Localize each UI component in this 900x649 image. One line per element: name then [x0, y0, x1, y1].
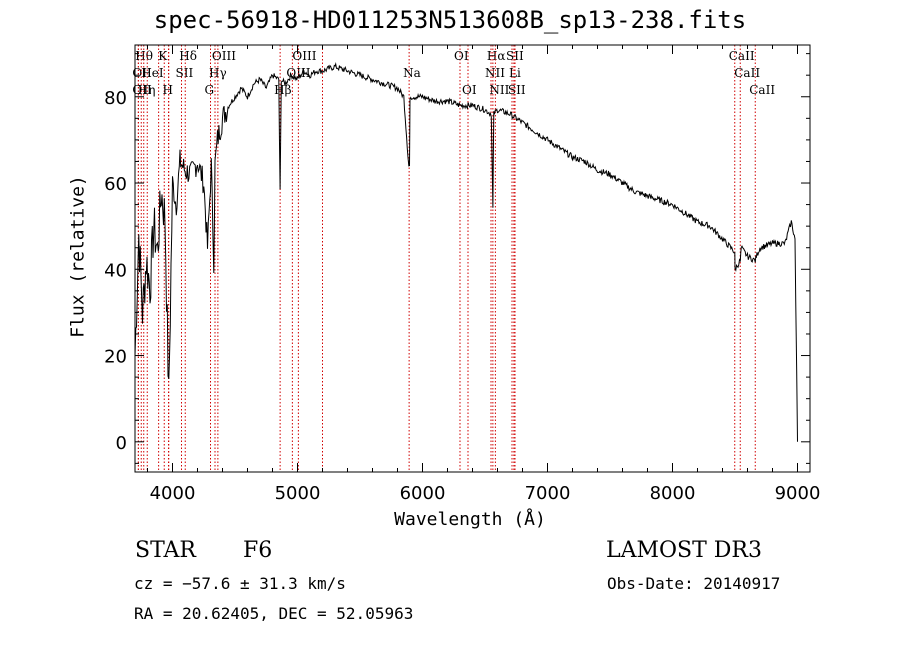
line-marker-label-11: G: [205, 83, 215, 97]
line-marker-label-23: NII: [489, 83, 509, 97]
chart-title: spec-56918-HD011253N513608B_sp13-238.fit…: [153, 6, 747, 34]
line-marker-label-4: HeI: [141, 66, 164, 80]
y-tick-label-40: 40: [104, 260, 127, 281]
observation-date: Obs-Date: 20140917: [607, 574, 781, 593]
spectrum-series-line: [134, 62, 798, 442]
y-tick-label-0: 0: [116, 433, 127, 454]
line-marker-label-20: OI: [462, 83, 477, 97]
line-marker-label-7: H: [163, 83, 173, 97]
x-tick-label-4000: 4000: [150, 483, 196, 504]
line-marker-label-13: OIII: [212, 49, 236, 63]
line-marker-label-29: CaII: [749, 83, 775, 97]
redshift-velocity: cz = −57.6 ± 31.3 km/s: [134, 574, 346, 593]
line-marker-label-9: SII: [176, 66, 194, 80]
line-marker-label-14: Hβ: [274, 83, 291, 97]
line-marker-label-6: K: [158, 49, 168, 63]
x-tick-label-9000: 9000: [775, 483, 821, 504]
line-marker-label-3: Hη: [138, 83, 156, 97]
plot-frame: [134, 44, 811, 473]
object-subclass: F6: [243, 538, 273, 563]
line-marker-label-25: SII: [508, 83, 526, 97]
x-axis-label: Wavelength (Å): [394, 509, 546, 530]
line-marker-label-10: Hδ: [179, 49, 197, 63]
line-marker-label-28: CaII: [734, 66, 760, 80]
coordinates: RA = 20.62405, DEC = 52.05963: [134, 604, 414, 623]
y-tick-label-80: 80: [104, 88, 127, 109]
line-marker-label-27: CaII: [729, 49, 755, 63]
x-tick-label-6000: 6000: [400, 483, 446, 504]
y-tick-label-60: 60: [104, 174, 127, 195]
line-marker-label-26: Li: [509, 66, 521, 80]
line-marker-label-19: OI: [454, 49, 469, 63]
line-marker-label-18: Na: [403, 66, 421, 80]
x-tick-label-8000: 8000: [650, 483, 696, 504]
survey-name: LAMOST DR3: [606, 538, 762, 563]
object-class: STAR: [135, 538, 196, 563]
y-axis-label: Flux (relative): [67, 175, 89, 338]
x-tick-label-7000: 7000: [525, 483, 571, 504]
line-marker-label-0: OII: [132, 83, 152, 97]
y-tick-label-20: 20: [104, 347, 127, 368]
line-marker-label-16: OIII: [292, 49, 316, 63]
line-marker-label-22: Hα: [487, 49, 506, 63]
x-tick-label-5000: 5000: [275, 483, 321, 504]
